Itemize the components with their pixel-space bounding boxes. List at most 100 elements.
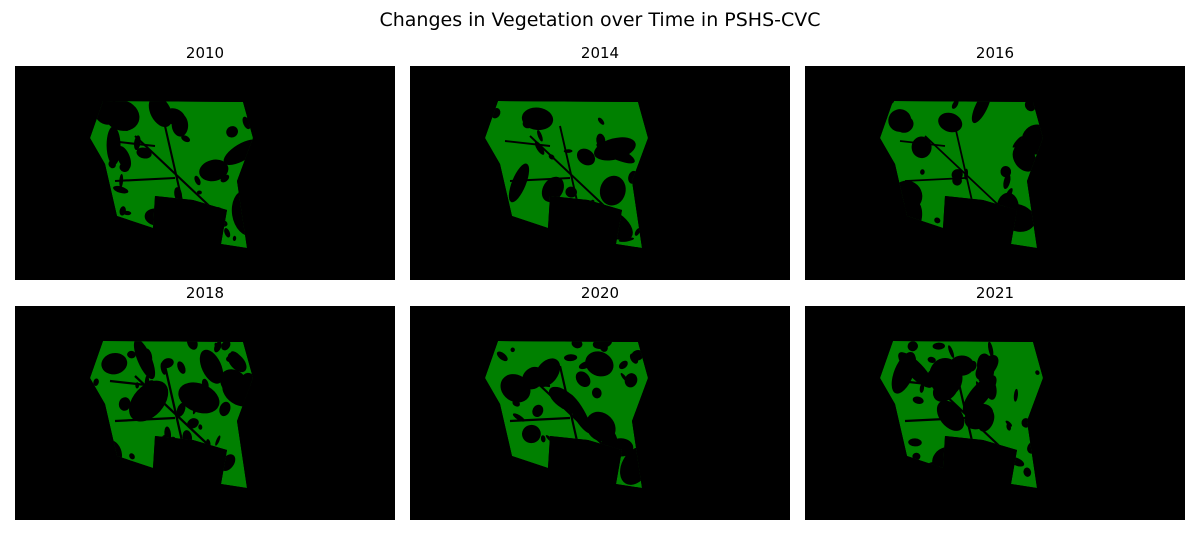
bare-patch — [1005, 420, 1013, 427]
road-line — [924, 135, 1011, 217]
bare-patch — [920, 169, 925, 175]
bare-patch — [964, 403, 994, 430]
bare-patch — [1012, 136, 1023, 148]
road-line — [109, 139, 156, 148]
bare-patch — [936, 400, 965, 431]
bare-patch — [599, 343, 608, 352]
bare-patch — [194, 175, 201, 186]
bare-patch — [523, 113, 537, 123]
bare-patch — [118, 397, 131, 411]
bare-patch — [898, 352, 933, 388]
bare-patch — [230, 351, 241, 360]
figure-title: Changes in Vegetation over Time in PSHS-… — [379, 9, 821, 31]
bare-patch — [215, 435, 221, 446]
bare-patch — [161, 358, 174, 369]
bare-patch — [232, 235, 237, 241]
road-line — [904, 416, 966, 423]
road-line — [899, 379, 946, 388]
panel-title-2010: 2010 — [185, 44, 225, 62]
bare-patch — [911, 136, 932, 159]
bare-patch — [176, 402, 186, 417]
vegetation-map-2018 — [15, 306, 395, 520]
road-line — [504, 140, 551, 147]
bare-patch — [566, 392, 592, 434]
bare-patch — [224, 228, 231, 238]
vegetation-map-svg — [15, 66, 395, 280]
bare-patch — [101, 353, 128, 375]
bare-patch — [129, 453, 135, 460]
bare-patch — [521, 107, 554, 131]
bare-patch — [575, 371, 591, 388]
bare-patch — [1003, 173, 1011, 190]
vegetation-map-svg — [15, 306, 395, 520]
bare-patch — [927, 356, 936, 363]
panel-title-2014: 2014 — [580, 44, 620, 62]
road-line — [114, 416, 176, 423]
bare-patch — [597, 117, 605, 125]
panel-title-2020: 2020 — [580, 284, 620, 302]
bare-patch — [912, 452, 921, 461]
bare-patch — [192, 400, 199, 415]
bare-patch — [171, 113, 189, 137]
bare-patch — [987, 341, 994, 358]
bare-patch — [951, 101, 959, 109]
road-line — [114, 176, 176, 183]
road-line — [109, 379, 156, 388]
bare-patch — [1035, 370, 1040, 375]
vegetation-map-svg — [805, 66, 1185, 280]
vegetation-map-svg — [410, 306, 790, 520]
bare-patch — [537, 130, 543, 142]
road-line — [504, 379, 551, 388]
bare-patch — [975, 355, 999, 380]
bare-patch — [932, 342, 945, 350]
bare-patch — [199, 159, 229, 182]
bare-patch — [127, 350, 136, 359]
bare-patch — [181, 135, 191, 143]
bare-patch — [106, 126, 121, 166]
bare-patch — [219, 401, 231, 417]
panel-title-2021: 2021 — [975, 284, 1015, 302]
bare-patch — [1023, 467, 1032, 477]
bare-patch — [93, 378, 99, 386]
bare-patch — [221, 341, 231, 351]
vegetation-cover — [90, 101, 253, 248]
vegetation-map-2020 — [410, 306, 790, 520]
bare-patch — [971, 101, 991, 124]
bare-patch — [618, 360, 628, 370]
bare-patch — [187, 418, 199, 429]
bare-patch — [226, 126, 238, 138]
bare-patch — [599, 175, 626, 206]
road-line — [509, 416, 571, 423]
vegetation-map-2010 — [15, 66, 395, 280]
bare-patch — [108, 160, 116, 169]
bare-patch — [618, 237, 635, 242]
bare-patch — [624, 373, 638, 388]
bare-patch — [596, 142, 635, 164]
bare-patch — [119, 206, 126, 216]
bare-patch — [214, 342, 220, 351]
bare-patch — [927, 369, 940, 380]
panel-title-2018: 2018 — [185, 284, 225, 302]
bare-patch — [541, 176, 564, 203]
bare-patch — [522, 424, 541, 444]
vegetation-map-2014 — [410, 66, 790, 280]
road-line — [529, 375, 616, 457]
bare-patch — [136, 147, 152, 159]
campus-area — [90, 101, 253, 248]
bare-patch — [908, 438, 922, 447]
bare-patch — [888, 109, 912, 132]
bare-patch — [1013, 388, 1018, 402]
vegetation-map-svg — [805, 306, 1185, 520]
bare-patch — [591, 387, 602, 399]
bare-patch — [941, 370, 949, 378]
vegetation-map-2016 — [805, 66, 1185, 280]
bare-patch — [634, 228, 641, 236]
road-line — [899, 140, 946, 147]
bare-patch — [1024, 101, 1036, 112]
bare-patch — [919, 383, 925, 393]
bare-patch — [186, 341, 198, 350]
road-line — [529, 135, 616, 217]
bare-patch — [934, 217, 941, 224]
bare-patch — [199, 349, 224, 384]
bare-patch — [129, 380, 169, 422]
